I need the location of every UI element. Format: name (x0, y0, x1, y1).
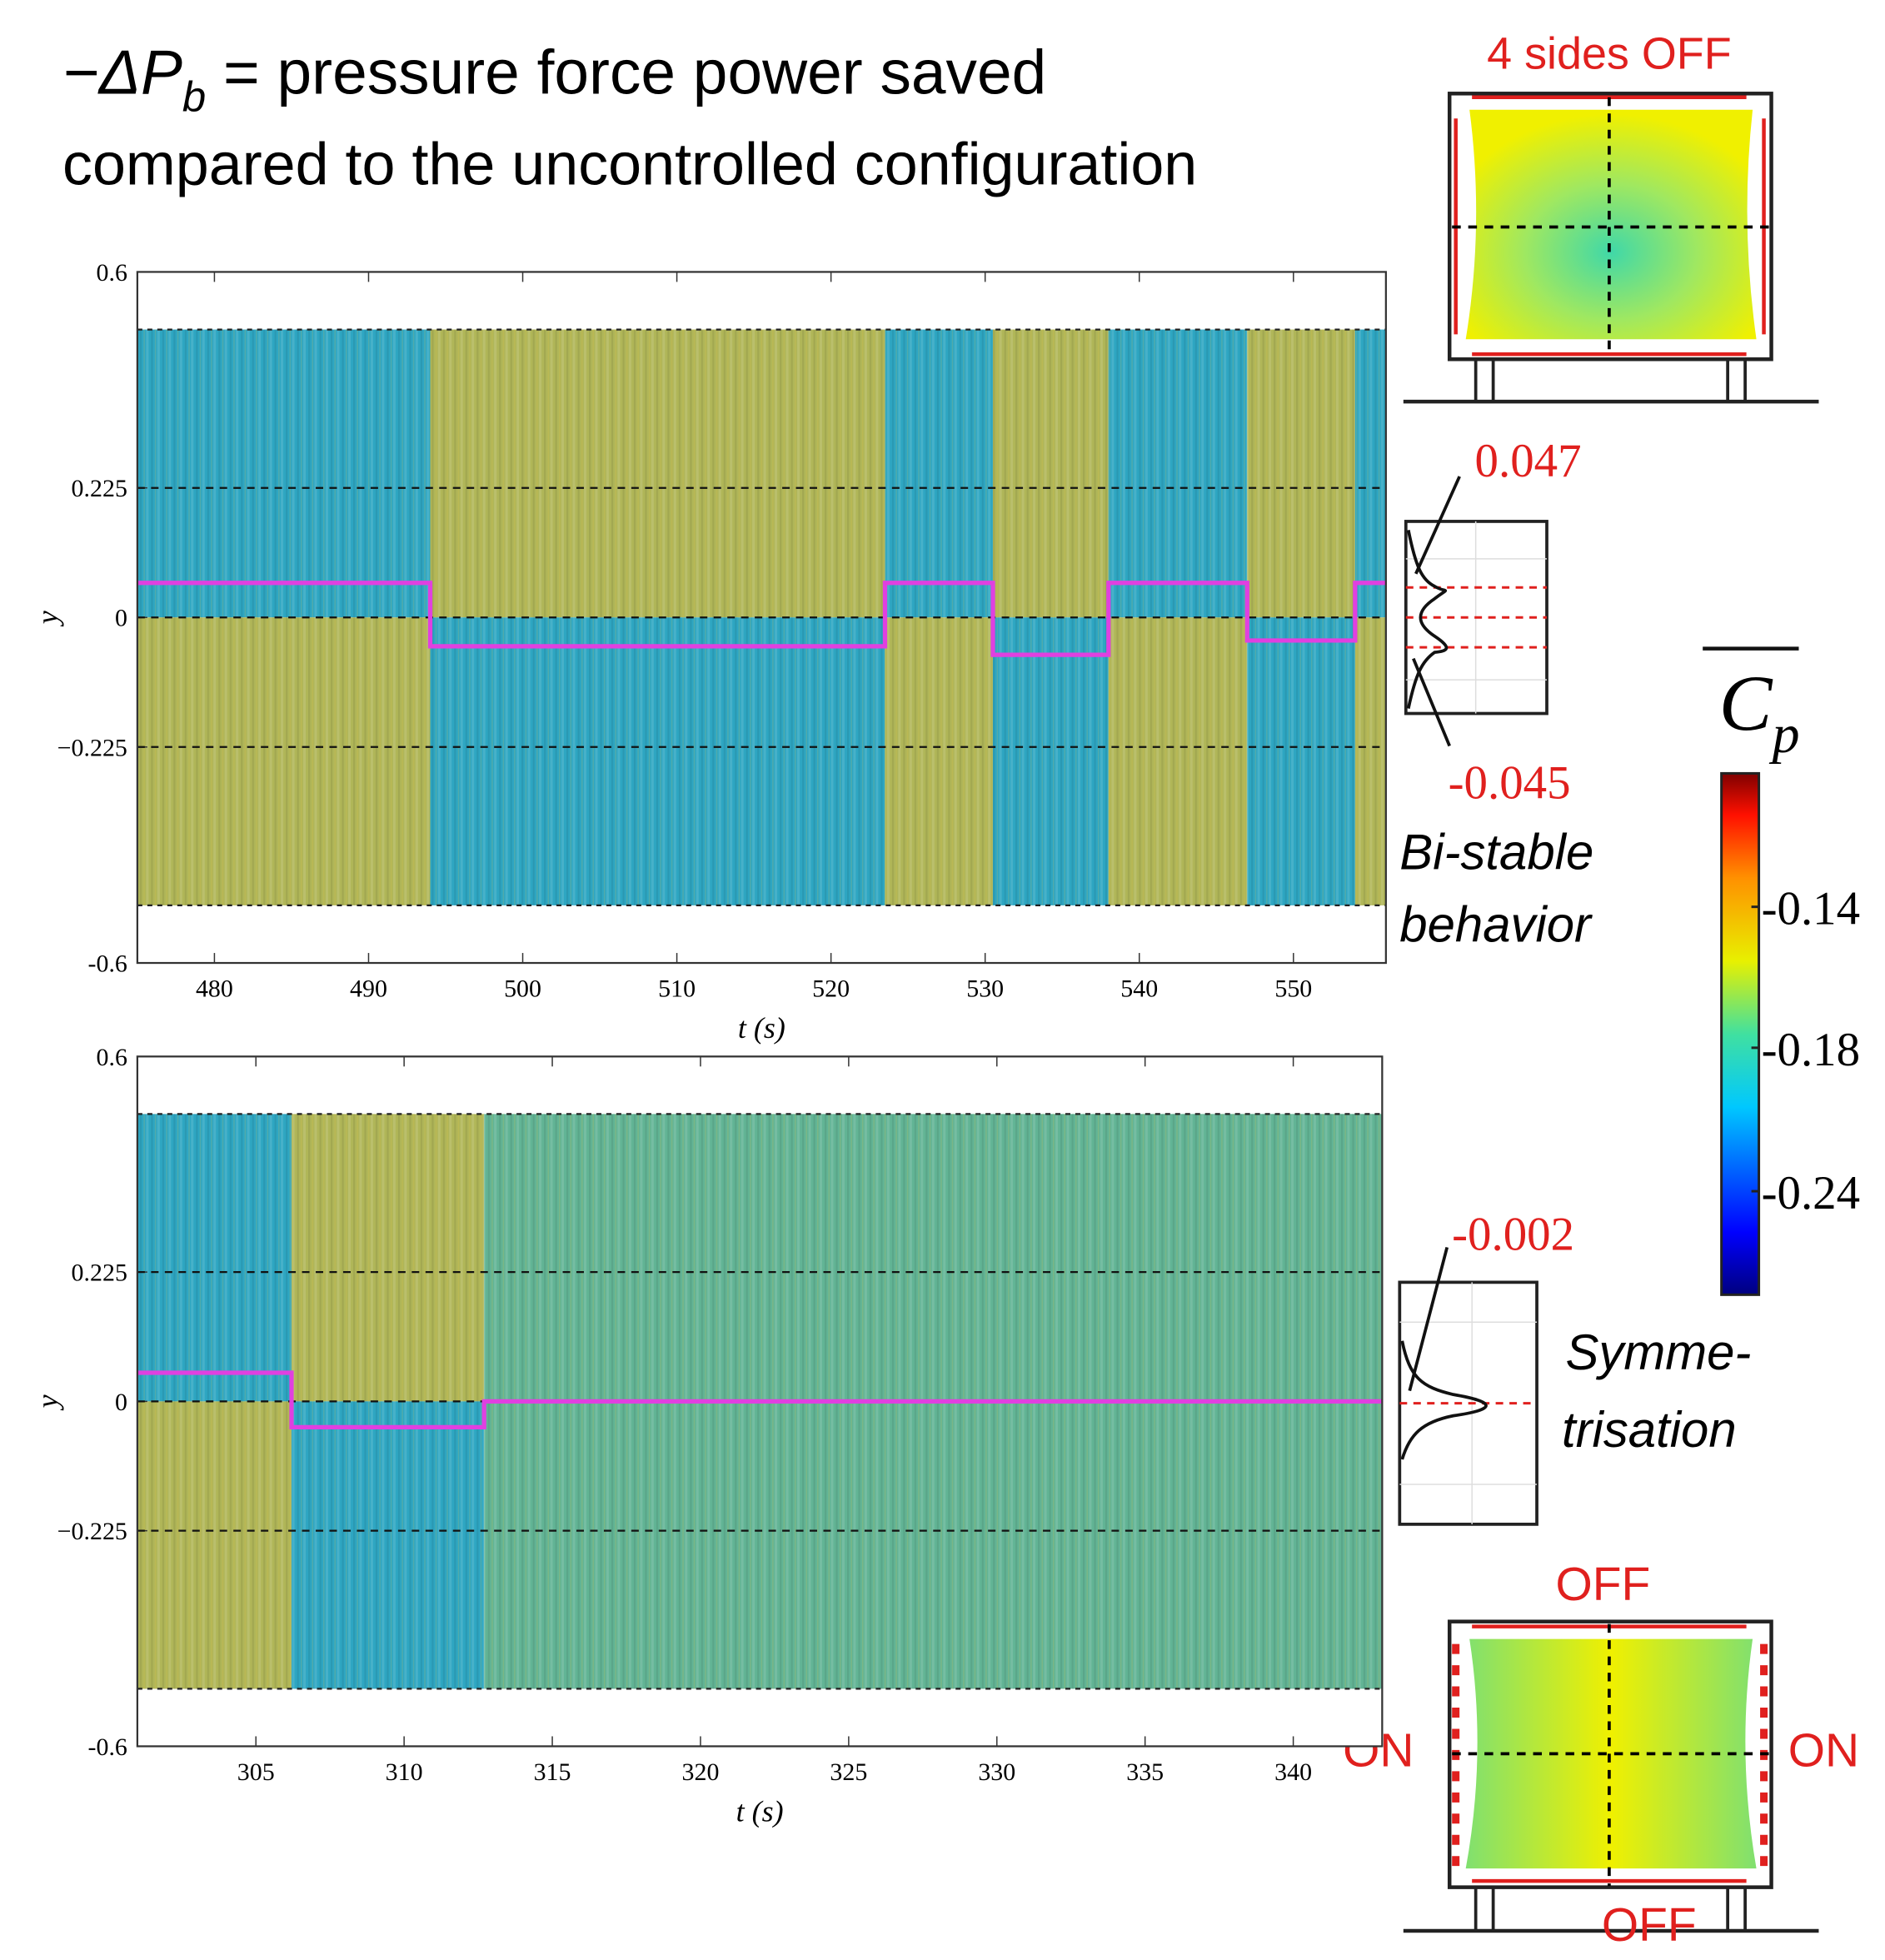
y-tick-label: 0.6 (96, 1044, 127, 1071)
x-tick-label: 315 (534, 1758, 571, 1786)
header-rest: = pressure force power saved (206, 37, 1046, 107)
inset-label: OFF (1556, 1558, 1651, 1611)
symmetric-caption: Symme- (1565, 1324, 1751, 1380)
plot-frame (136, 271, 1387, 965)
x-axis-label: t (s) (736, 1794, 784, 1828)
y-tick-label: -0.6 (88, 1733, 127, 1761)
x-tick-label: 490 (350, 975, 387, 1002)
inset-title: 4 sides OFF (1487, 28, 1731, 78)
colorbar-title: Cp (1719, 659, 1800, 765)
y-tick-label: 0.225 (72, 475, 127, 502)
bistable-caption: Bi-stable (1399, 825, 1593, 880)
x-tick-label: 530 (966, 975, 1004, 1002)
chart: -0.6 −0.225 0 0.225 0.6 305 310 315 320 325 330 335… (31, 1044, 1384, 1828)
x-tick-label: 550 (1274, 975, 1312, 1002)
x-tick-label: 310 (386, 1758, 423, 1786)
y-tick-label: 0.225 (72, 1259, 127, 1287)
colorbar: Cp -0.14 -0.18 -0.24 (1703, 646, 1861, 1296)
plot-frame (136, 1055, 1384, 1748)
x-tick-label: 335 (1126, 1758, 1164, 1786)
symmetric-caption: trisation (1562, 1402, 1737, 1458)
bottom-schematic: OFF ON ON OFF (1343, 1558, 1859, 1952)
x-tick-label: 320 (682, 1758, 720, 1786)
x-tick-label: 520 (812, 975, 850, 1002)
x-tick-label: 325 (830, 1758, 867, 1786)
x-tick-label: 340 (1274, 1758, 1312, 1786)
inset-label: ON (1788, 1723, 1859, 1777)
bistable-lower: -0.045 (1449, 756, 1571, 809)
y-axis-label: y (31, 1394, 64, 1410)
header-line2: compared to the uncontrolled configurati… (62, 132, 1197, 198)
x-tick-label: 480 (196, 975, 233, 1002)
bistable-caption: behavior (1399, 897, 1593, 953)
symmetric-peak: -0.002 (1452, 1208, 1574, 1260)
colorbar-tick-label: -0.14 (1762, 883, 1861, 935)
colorbar-title-sub: p (1769, 704, 1800, 765)
signal-line (137, 1370, 1383, 1430)
signal-line (137, 581, 1386, 657)
x-tick-label: 330 (978, 1758, 1015, 1786)
x-tick-label: 500 (504, 975, 541, 1002)
bistable-inset: 0.047 -0.045 Bi-stable behavior (1399, 435, 1593, 953)
y-tick-label: −0.225 (57, 734, 127, 761)
y-tick-label: −0.225 (57, 1518, 127, 1545)
colorbar-tick-label: -0.24 (1762, 1167, 1861, 1219)
y-tick-label: 0 (115, 605, 127, 632)
top-schematic: 4 sides OFF (1403, 28, 1819, 404)
colorbar-tick-label: -0.18 (1762, 1024, 1861, 1076)
x-tick-label: 540 (1120, 975, 1158, 1002)
bistable-upper: 0.047 (1475, 435, 1582, 487)
x-axis-label: t (s) (738, 1011, 785, 1045)
inset-label: OFF (1602, 1898, 1697, 1952)
y-axis-label: y (31, 611, 64, 626)
y-tick-label: 0.6 (96, 259, 127, 287)
x-tick-label: 305 (237, 1758, 275, 1786)
header-subscript: b (182, 72, 206, 120)
y-tick-label: -0.6 (88, 950, 127, 978)
header-line1: −ΔPb = pressure force power saved (62, 37, 1046, 120)
x-tick-label: 510 (658, 975, 696, 1002)
colorbar-title-main: C (1719, 659, 1773, 747)
y-tick-label: 0 (115, 1389, 127, 1416)
header-lead: −ΔP (62, 37, 182, 107)
chart: -0.6 −0.225 0 0.225 0.6 480 490 500 510 520 530 540… (31, 259, 1387, 1045)
symmetric-inset: -0.002 Symme- trisation (1398, 1208, 1751, 1526)
